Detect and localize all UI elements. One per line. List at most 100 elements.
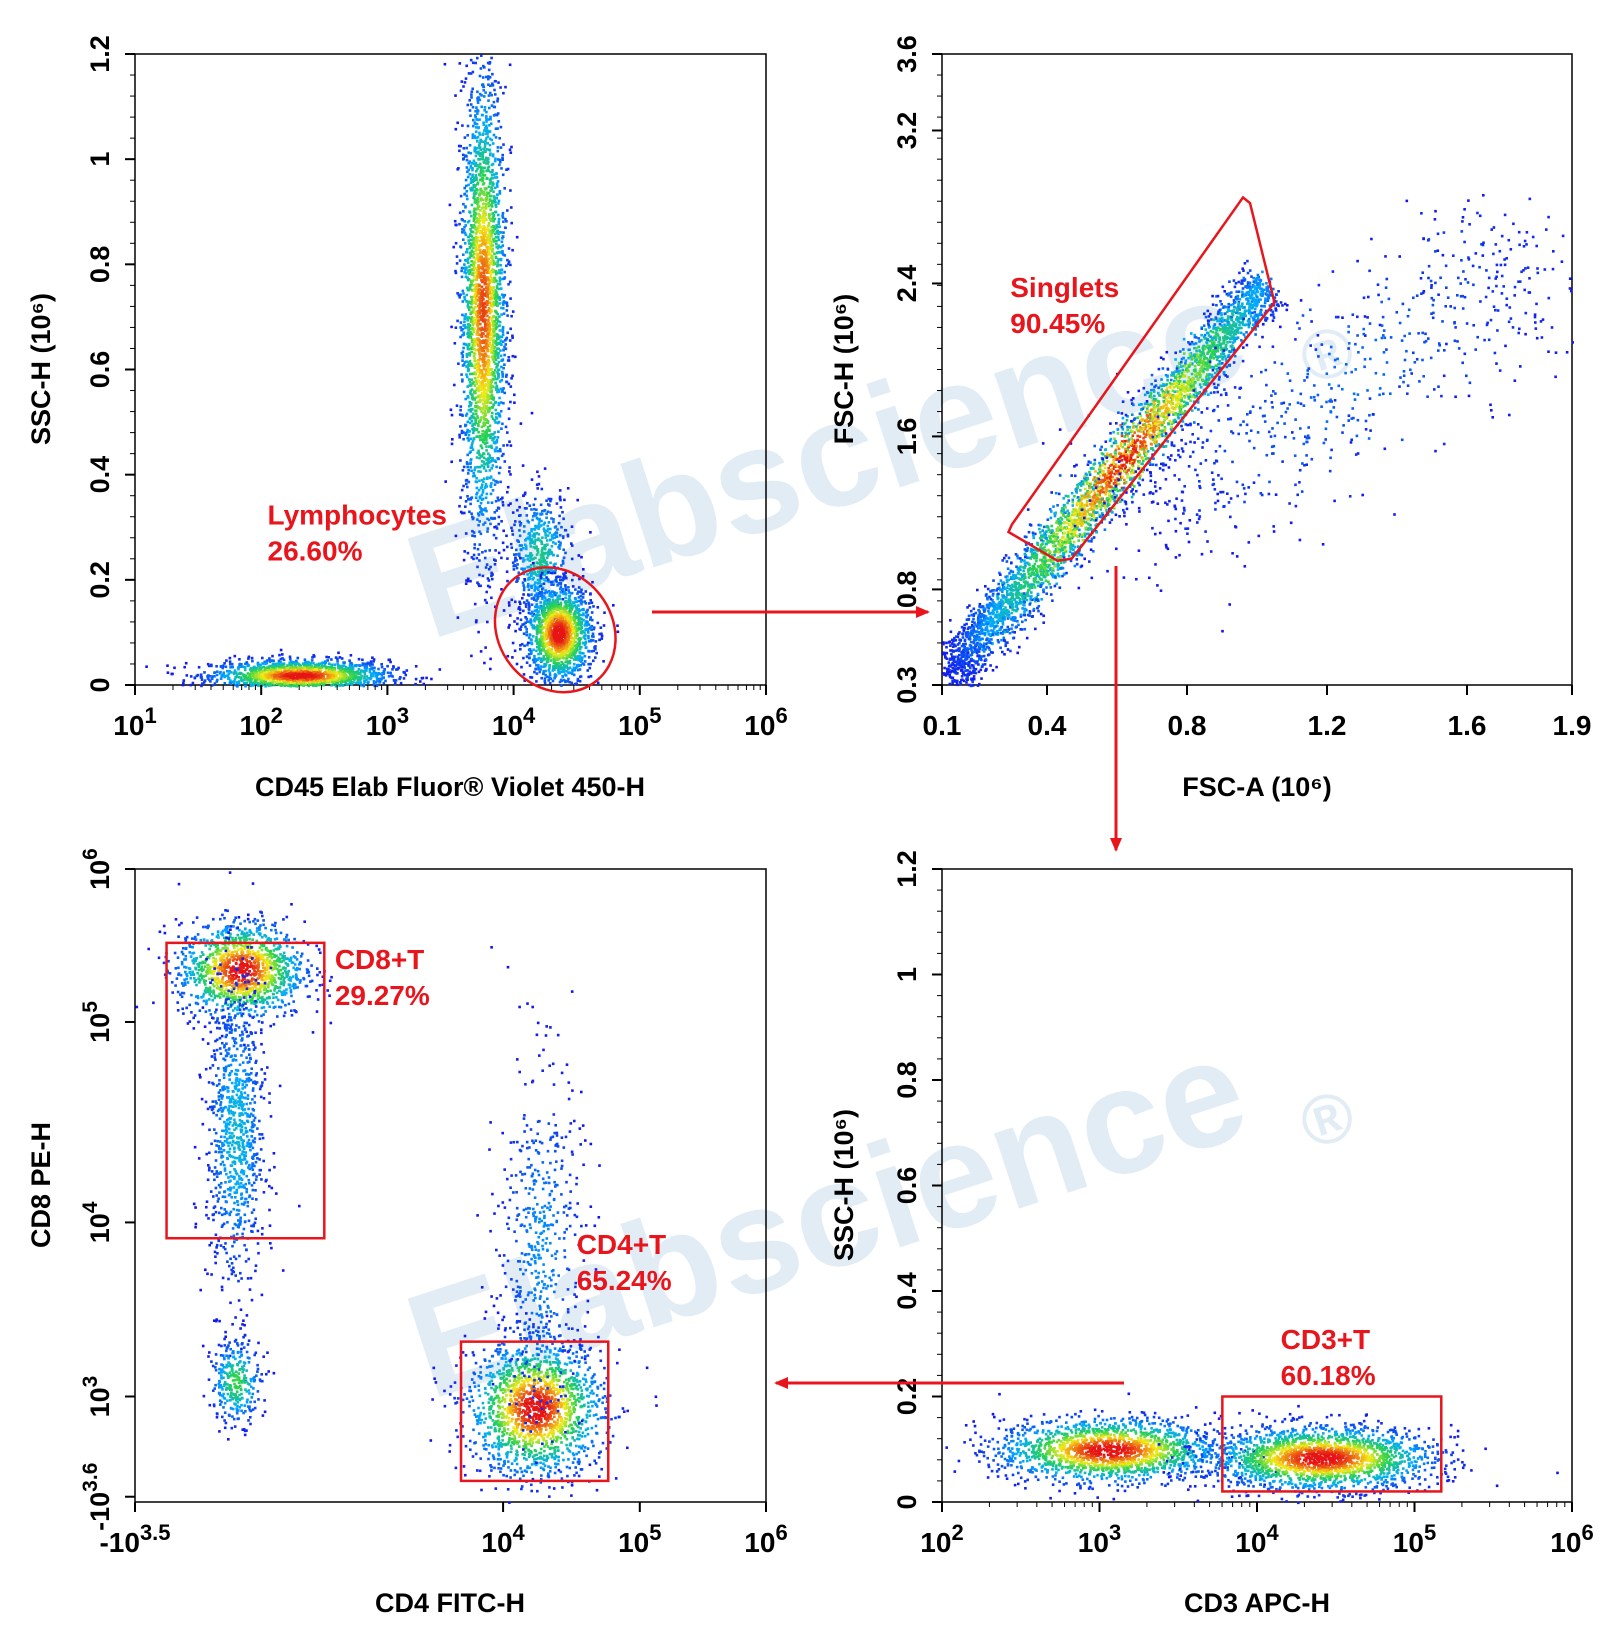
density-point (522, 530, 526, 533)
density-point (550, 545, 554, 548)
density-point (395, 668, 398, 671)
density-point (487, 457, 490, 460)
density-point (360, 677, 363, 680)
density-point (195, 674, 199, 678)
density-point (337, 680, 340, 683)
density-point (542, 527, 546, 530)
density-point (267, 676, 270, 680)
density-point (348, 664, 352, 667)
density-point (467, 151, 470, 154)
density-point (503, 276, 507, 279)
density-point (482, 121, 485, 124)
density-point (496, 127, 499, 130)
density-point (497, 238, 501, 242)
density-point (276, 672, 279, 676)
density-point (493, 516, 496, 520)
density-point (505, 380, 509, 384)
density-point (482, 406, 485, 410)
density-point (459, 245, 463, 249)
density-point (551, 598, 555, 602)
density-point (494, 349, 498, 353)
density-point (468, 400, 472, 404)
density-point (494, 499, 498, 503)
density-point (502, 220, 505, 223)
density-point (487, 368, 490, 371)
density-point (477, 338, 480, 342)
density-point (223, 682, 227, 685)
density-point (467, 433, 471, 437)
density-point (503, 353, 506, 357)
density-point (496, 264, 499, 268)
density-point (467, 270, 470, 273)
density-point (470, 249, 474, 253)
density-point (489, 485, 493, 489)
density-point (472, 354, 476, 358)
density-point (229, 663, 232, 666)
density-point (323, 672, 327, 675)
density-point (329, 668, 333, 672)
density-point (499, 401, 503, 404)
density-point (471, 105, 475, 109)
density-point (471, 173, 474, 177)
density-point (474, 372, 478, 376)
density-point (475, 348, 478, 352)
density-point (462, 85, 465, 88)
density-point (561, 674, 564, 678)
density-point (458, 222, 461, 226)
density-point (476, 547, 480, 551)
density-point (516, 509, 519, 512)
density-point (502, 91, 505, 95)
density-point (324, 661, 327, 664)
density-point (468, 451, 472, 455)
density-point (327, 670, 331, 674)
density-point (481, 153, 484, 156)
density-point (478, 543, 481, 546)
density-point (478, 133, 482, 136)
density-point (515, 235, 519, 239)
density-point (491, 216, 495, 219)
density-point (526, 519, 529, 523)
density-point (414, 682, 417, 686)
density-point (576, 498, 579, 502)
density-point (488, 445, 491, 448)
density-point (564, 584, 567, 587)
density-point (249, 677, 252, 681)
density-point (498, 329, 502, 332)
density-point (496, 356, 500, 359)
density-point (487, 222, 491, 225)
density-point (305, 672, 308, 676)
density-point (561, 597, 565, 601)
density-point (275, 667, 278, 671)
density-point (303, 670, 307, 673)
density-point (504, 347, 508, 351)
density-point (484, 413, 487, 417)
density-point (486, 530, 489, 533)
density-point (461, 289, 465, 293)
density-point (359, 684, 362, 687)
density-point (545, 499, 548, 502)
density-point (311, 656, 314, 659)
density-point (476, 135, 480, 139)
density-point (472, 124, 475, 128)
density-point (243, 666, 247, 669)
density-point (330, 680, 334, 684)
density-point (484, 115, 488, 119)
density-point (478, 505, 482, 508)
density-point (463, 242, 467, 245)
density-point (534, 497, 537, 501)
density-point (290, 660, 293, 664)
density-point (213, 675, 216, 678)
density-point (326, 667, 329, 671)
density-point (374, 671, 378, 675)
density-point (461, 153, 465, 157)
density-point (525, 630, 528, 634)
density-point (317, 683, 321, 687)
density-point (483, 251, 487, 255)
density-point (259, 683, 263, 687)
density-point (501, 252, 504, 255)
density-point (476, 370, 479, 373)
density-point (495, 316, 498, 319)
density-point (493, 511, 497, 514)
density-point (309, 673, 312, 676)
density-point (469, 497, 473, 500)
